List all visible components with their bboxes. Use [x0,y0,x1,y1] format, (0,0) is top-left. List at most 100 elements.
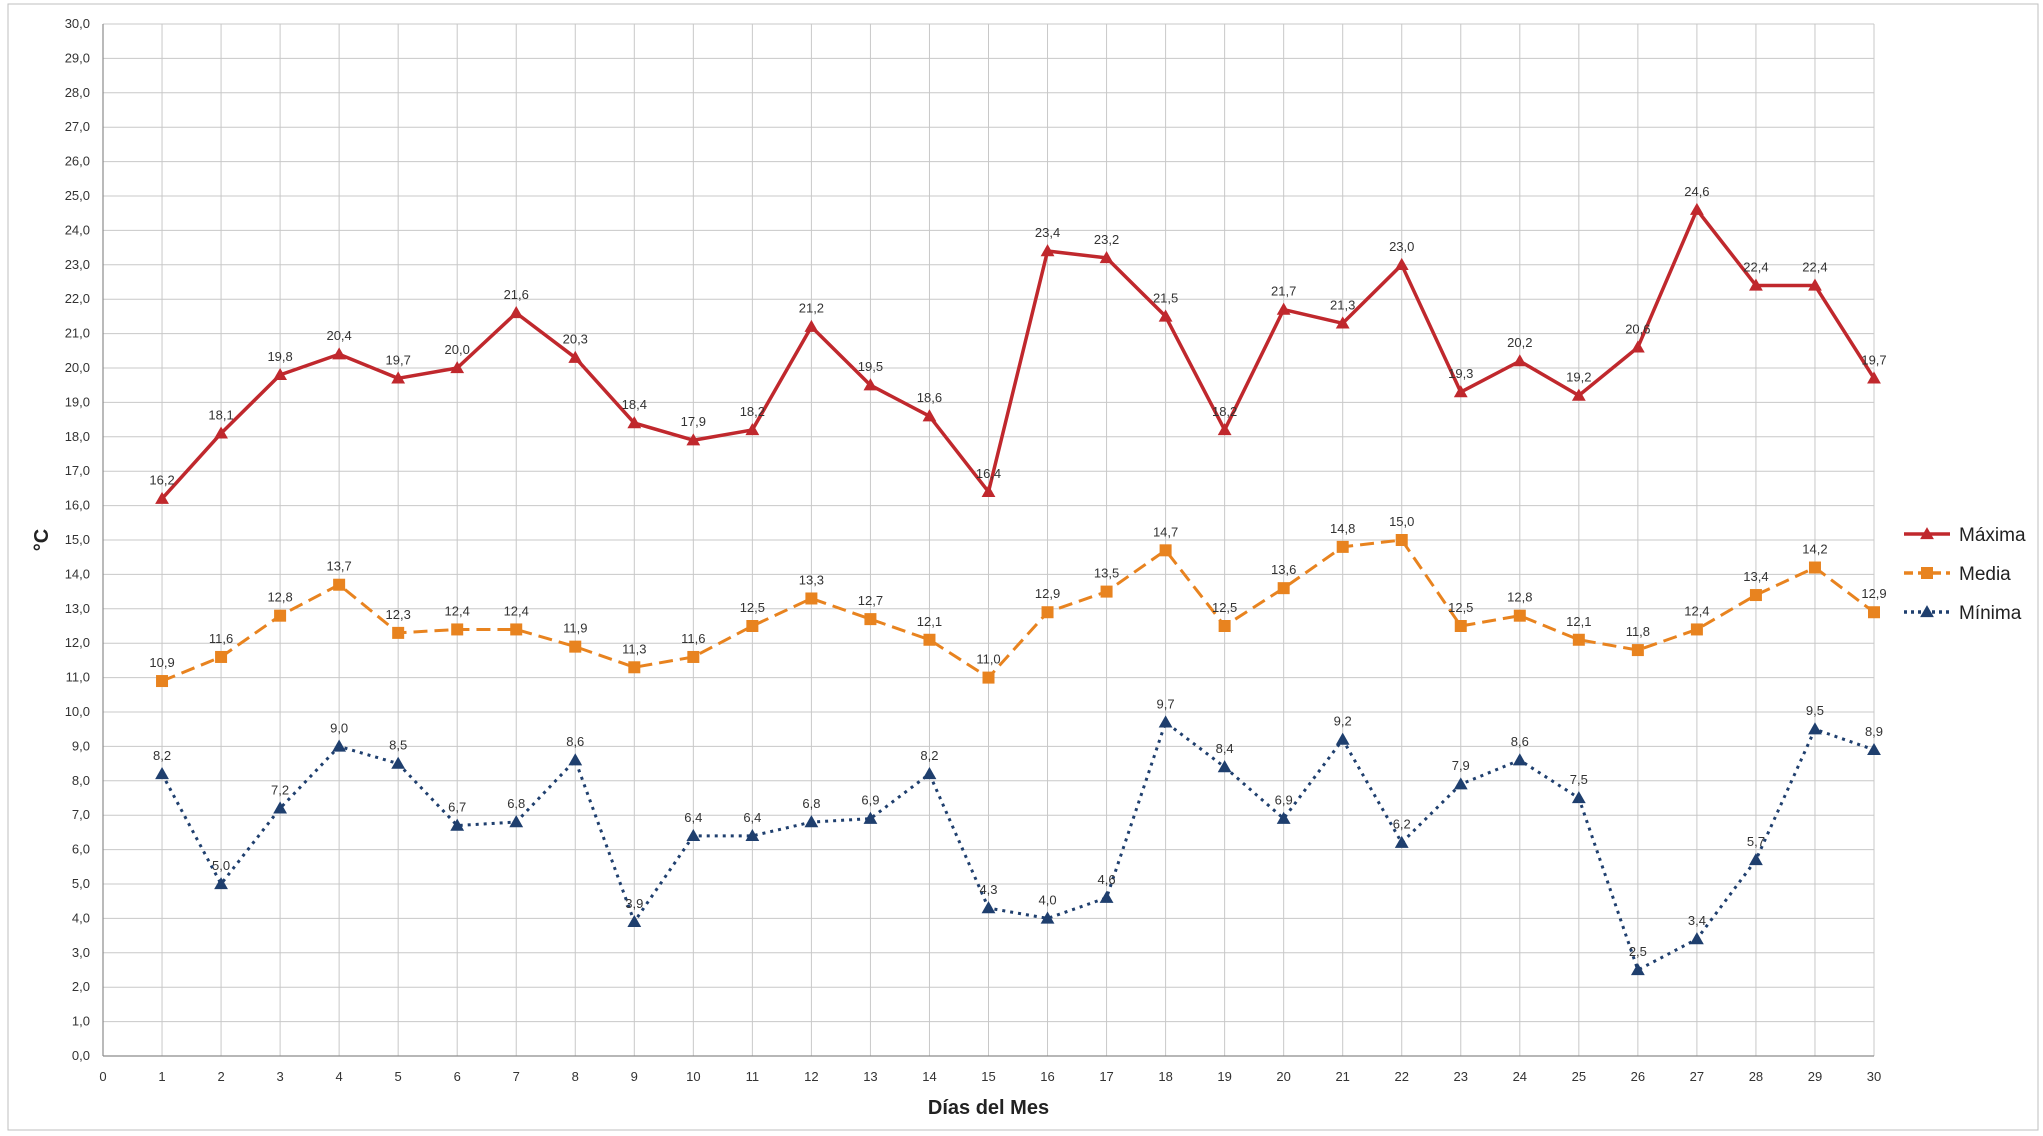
data-point [1867,742,1881,756]
data-point [1630,340,1645,353]
data-point [1217,760,1232,773]
y-axis-title: °C [31,529,53,551]
data-label: 18,4 [622,397,647,412]
x-tick-label: 27 [1690,1069,1704,1084]
x-tick-label: 25 [1572,1069,1586,1084]
data-point [1454,620,1467,632]
series-layer [155,202,1881,976]
data-point [332,739,347,752]
x-tick-label: 14 [922,1069,936,1084]
y-tick-label: 29,0 [65,50,90,65]
data-point [1276,302,1291,315]
x-tick-label: 0 [99,1069,106,1084]
data-label: 21,6 [504,287,529,302]
data-point [1099,890,1114,903]
data-point [1808,278,1822,291]
data-point [1040,911,1055,924]
y-tick-label: 18,0 [65,429,90,444]
x-tick-label: 13 [863,1069,877,1084]
x-tick-label: 19 [1217,1069,1231,1084]
data-label: 8,4 [1216,741,1234,756]
data-label: 8,5 [389,738,407,753]
data-point [156,675,169,688]
data-point [686,828,701,842]
y-tick-label: 16,0 [65,498,90,513]
data-label: 8,2 [153,748,171,763]
data-point [451,623,464,636]
data-point [805,592,818,605]
data-point [627,416,642,429]
data-label: 19,7 [1861,352,1886,367]
x-tick-label: 22 [1394,1069,1408,1084]
data-label: 11,0 [976,652,1000,667]
data-label: 7,5 [1570,772,1588,787]
data-label: 14,8 [1330,521,1355,536]
data-point [1572,633,1585,646]
x-tick-label: 26 [1631,1069,1645,1084]
data-point [863,811,878,824]
data-label: 6,4 [743,810,761,825]
data-point [1868,606,1880,619]
x-tick-label: 17 [1099,1069,1113,1084]
y-tick-label: 13,0 [65,601,90,616]
y-tick-label: 28,0 [65,85,90,100]
x-tick-label: 15 [981,1069,995,1084]
data-label: 2,5 [1629,944,1647,959]
data-label: 8,6 [1511,734,1529,749]
data-point [1218,620,1231,632]
data-label: 17,9 [681,414,706,429]
data-point [1453,777,1468,790]
data-point [333,578,346,591]
data-point [1512,354,1527,367]
data-point [1630,963,1645,976]
data-point [745,423,760,436]
y-tick-label: 4,0 [72,910,90,925]
data-point [509,306,524,319]
y-tick-label: 27,0 [65,119,90,134]
legend: Máxima Media Mínima [1904,525,2026,624]
data-point [864,613,877,626]
data-label: 7,9 [1452,758,1470,773]
y-tick-label: 3,0 [72,945,90,960]
y-tick-label: 22,0 [65,291,90,306]
data-point [745,828,760,842]
y-tick-label: 6,0 [72,842,90,857]
data-label: 11,8 [1626,624,1650,639]
data-point [1749,853,1763,866]
legend-item-media: Media [1904,564,2011,585]
data-label: 12,4 [504,603,529,618]
y-tick-label: 26,0 [65,154,90,169]
data-point [568,350,583,363]
x-tick-label: 12 [804,1069,818,1084]
data-label: 14,2 [1802,542,1827,557]
x-tick-label: 1 [158,1069,165,1084]
x-tick-label: 16 [1040,1069,1054,1084]
legend-label: Media [1959,564,2011,585]
data-point [1158,309,1173,322]
data-label: 6,4 [684,810,702,825]
data-point [1040,244,1055,257]
data-label: 12,5 [1448,600,1473,615]
x-axis-title: Días del Mes [928,1097,1049,1119]
series-media [156,534,1880,688]
x-tick-label: 8 [572,1069,579,1084]
data-label: 18,6 [917,390,942,405]
data-point [628,661,641,674]
data-point [391,371,406,384]
data-point [569,640,582,653]
data-label: 6,8 [507,796,525,811]
x-tick-label: 20 [1276,1069,1290,1084]
data-point [922,767,937,780]
data-label: 10,9 [149,655,174,670]
data-label: 6,9 [1275,793,1293,808]
data-label: 13,7 [326,559,351,574]
data-point [1394,835,1409,848]
data-label: 18,1 [208,407,233,422]
data-label: 24,6 [1684,184,1709,199]
data-point [450,818,465,831]
data-point [274,609,287,622]
legend-item-maxima: Máxima [1904,525,2026,546]
data-label: 9,0 [330,720,348,735]
data-label: 11,6 [209,631,233,646]
y-tick-label: 17,0 [65,463,90,478]
